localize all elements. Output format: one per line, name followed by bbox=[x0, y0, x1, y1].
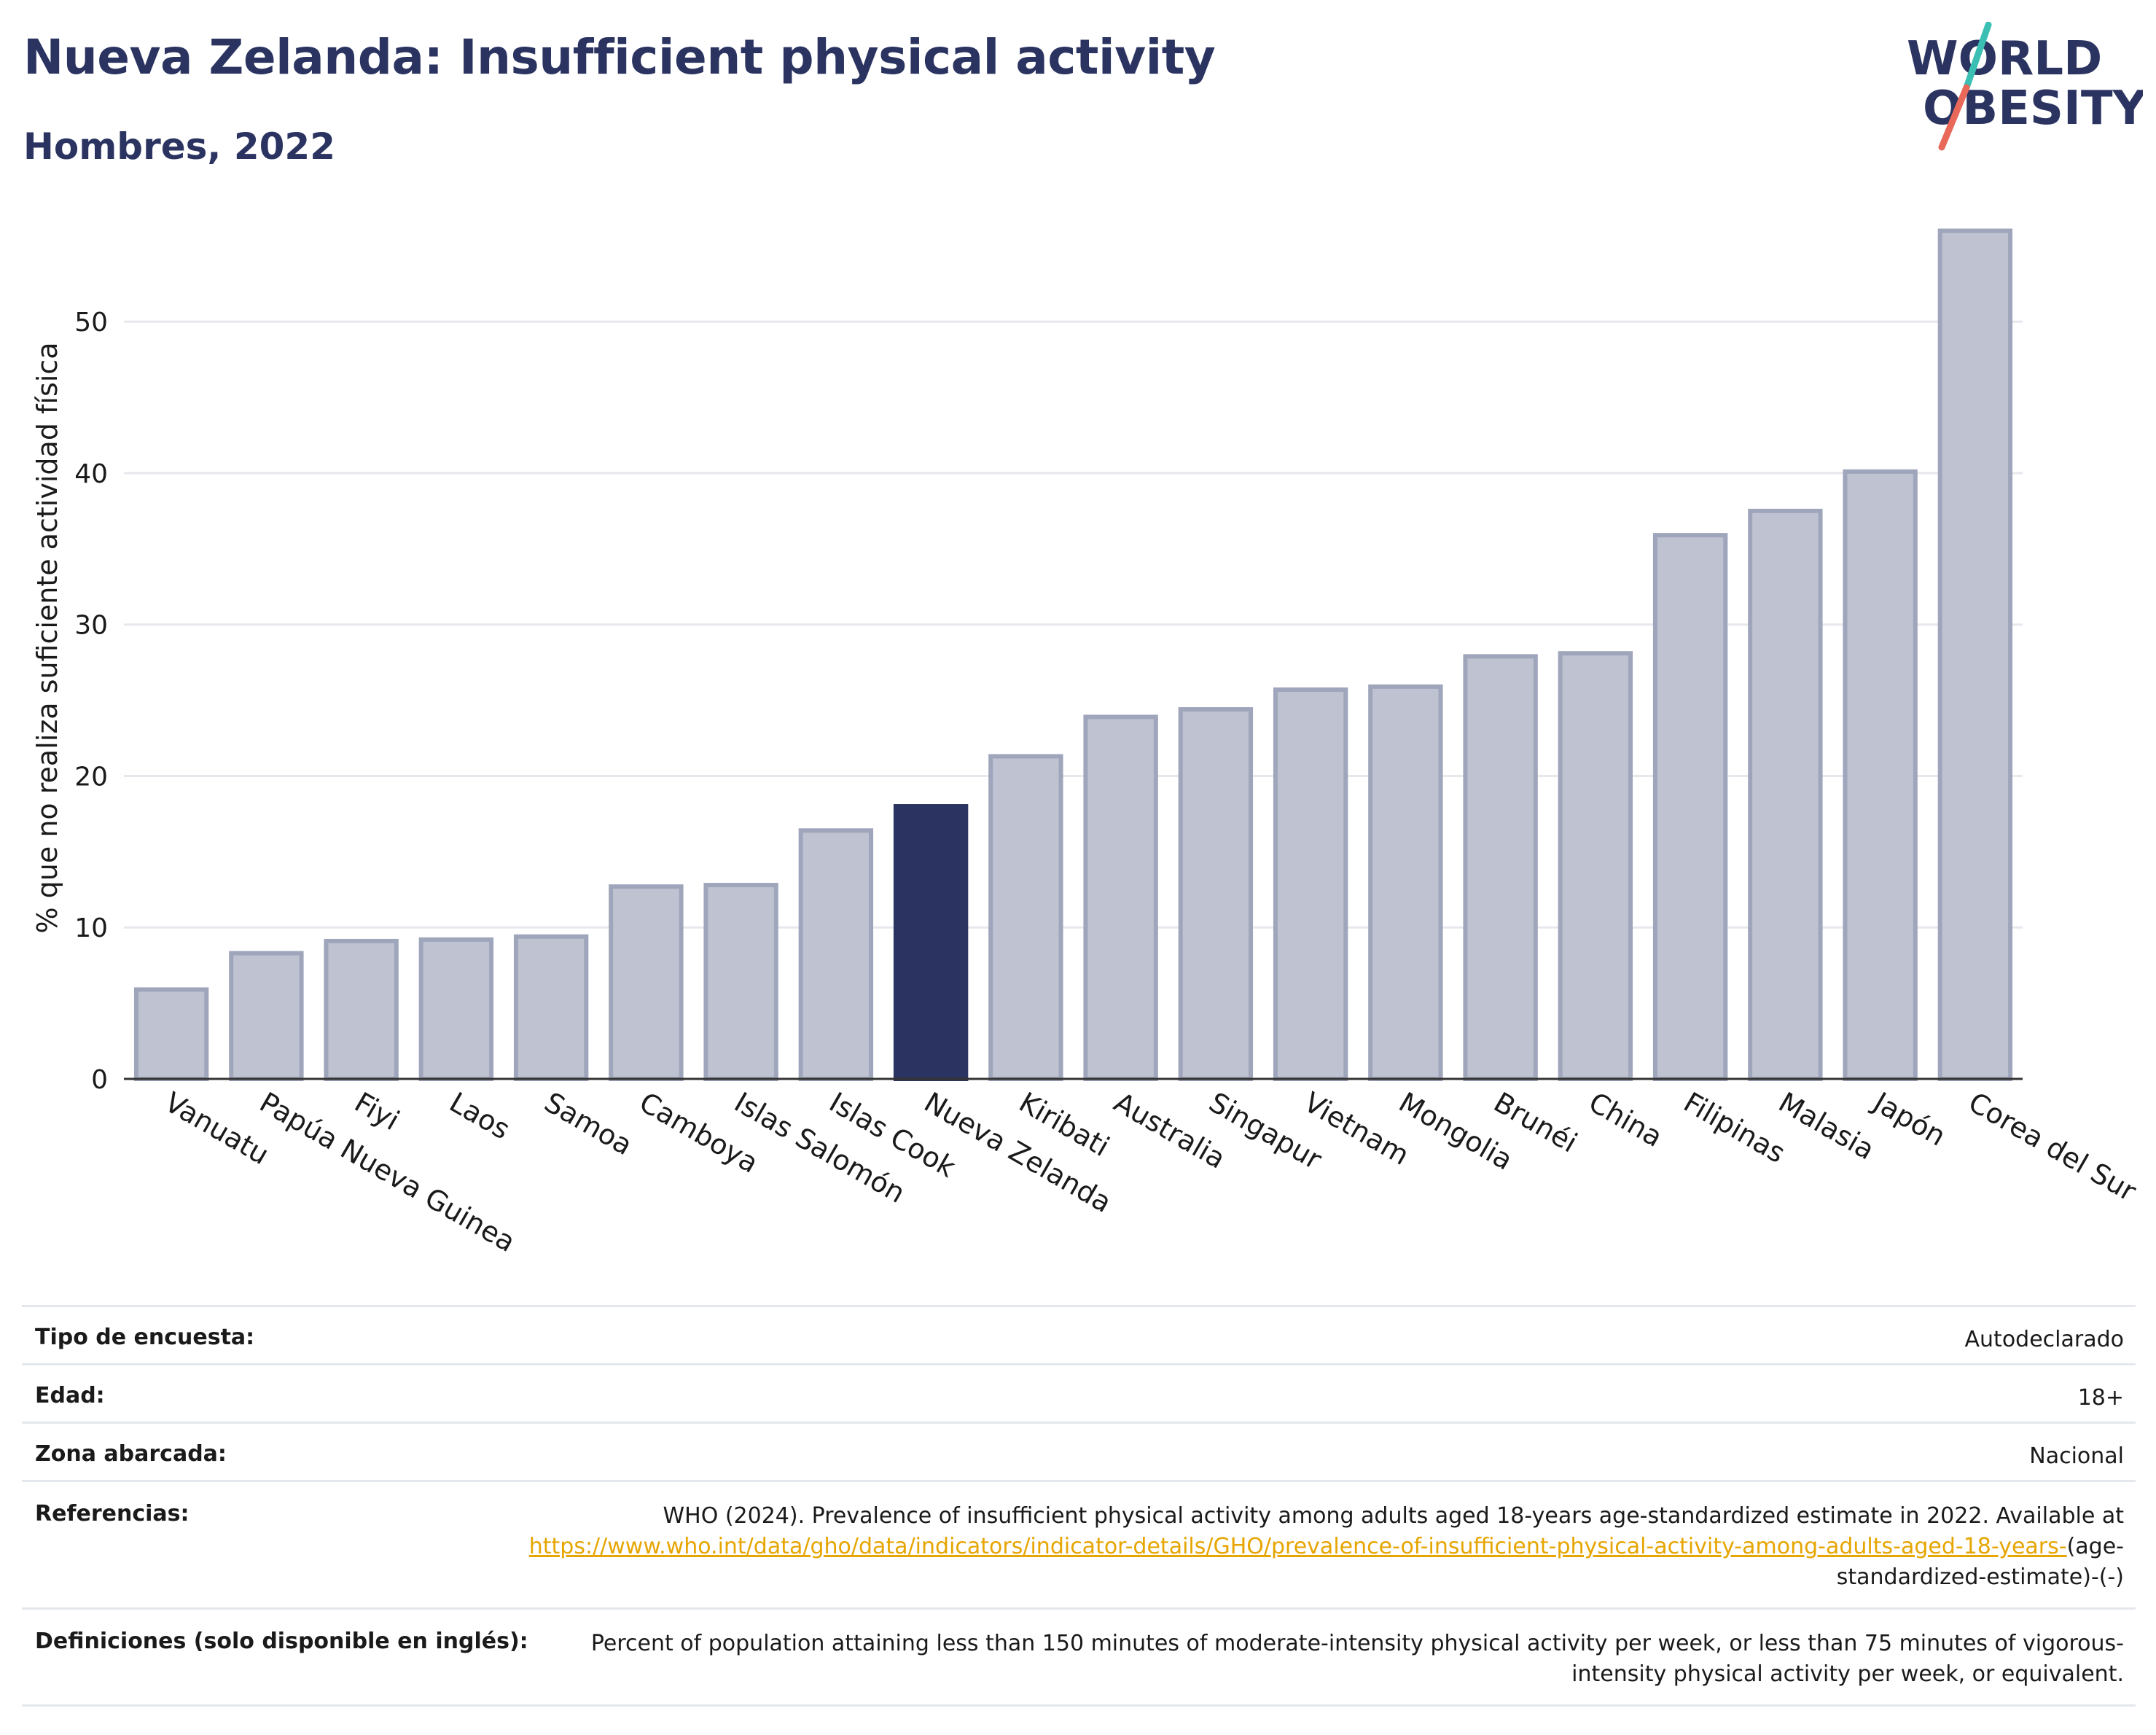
bar-laos bbox=[418, 937, 494, 1081]
bar-brunéi bbox=[1463, 654, 1538, 1081]
metadata-table: Tipo de encuesta: Autodeclarado Edad: 18… bbox=[22, 1305, 2136, 1707]
table-row: Zona abarcada: Nacional bbox=[22, 1422, 2136, 1481]
x-tick-label: Fiyi bbox=[349, 1086, 405, 1136]
bar-islas-salomón bbox=[703, 883, 778, 1081]
references-value: WHO (2024). Prevalence of insufficient p… bbox=[528, 1480, 2136, 1609]
references-suffix: (age-standardized-estimate)-(-) bbox=[1836, 1534, 2124, 1590]
definitions-label: Definiciones (solo disponible en inglés)… bbox=[22, 1607, 528, 1707]
x-tick-label: Laos bbox=[444, 1086, 515, 1146]
bar-papúa-nueva-guinea bbox=[229, 951, 304, 1081]
bar-samoa bbox=[513, 934, 589, 1082]
row-label: Edad: bbox=[22, 1363, 528, 1423]
chart-subtitle: Hombres, 2022 bbox=[23, 125, 335, 168]
x-tick-label: China bbox=[1583, 1086, 1668, 1153]
table-row-definitions: Definiciones (solo disponible en inglés)… bbox=[22, 1607, 2136, 1707]
references-link[interactable]: https://www.who.int/data/gho/data/indica… bbox=[528, 1534, 2067, 1559]
bars bbox=[124, 228, 2023, 1082]
y-tick-labels: 0 10 20 30 40 50 bbox=[74, 308, 108, 1095]
table-row: Tipo de encuesta: Autodeclarado bbox=[22, 1305, 2136, 1365]
x-tick-label: Samoa bbox=[539, 1086, 638, 1162]
row-label: Tipo de encuesta: bbox=[22, 1305, 528, 1365]
bar-filipinas bbox=[1652, 533, 1728, 1081]
y-tick-label: 50 bbox=[74, 308, 108, 338]
x-tick-label: Vanuatu bbox=[160, 1086, 275, 1171]
row-value: Autodeclarado bbox=[528, 1305, 2136, 1365]
bar-fiyi bbox=[324, 938, 399, 1082]
logo-slash-top bbox=[1963, 22, 1992, 91]
x-tick-label: Corea del Sur bbox=[1963, 1086, 2141, 1208]
bar-corea-del-sur bbox=[1937, 228, 2013, 1081]
references-label: Referencias: bbox=[22, 1480, 528, 1609]
bar-malasia bbox=[1748, 508, 1823, 1081]
y-tick-label: 30 bbox=[74, 611, 108, 641]
y-tick-label: 40 bbox=[74, 459, 108, 489]
logo-slash-bottom bbox=[1938, 84, 1970, 151]
bar-australia bbox=[1083, 714, 1158, 1081]
x-tick-label: Filipinas bbox=[1679, 1086, 1791, 1169]
references-text: WHO (2024). Prevalence of insufficient p… bbox=[663, 1503, 2124, 1529]
row-label: Zona abarcada: bbox=[22, 1422, 528, 1481]
row-value: Nacional bbox=[528, 1422, 2136, 1481]
y-tick-label: 0 bbox=[91, 1065, 108, 1095]
bar-kiribati bbox=[988, 754, 1063, 1081]
logo-line1: WORLD bbox=[1907, 32, 2102, 86]
bar-japón bbox=[1843, 469, 1918, 1081]
x-tick-label: Malasia bbox=[1773, 1086, 1880, 1166]
bar-camboya bbox=[609, 884, 684, 1082]
world-obesity-logo: WORLD OBESITY bbox=[1907, 22, 2143, 151]
table-row-references: Referencias: WHO (2024). Prevalence of i… bbox=[22, 1480, 2136, 1609]
bar-singapur bbox=[1178, 707, 1254, 1081]
bar-nueva-zelanda bbox=[893, 804, 969, 1081]
y-tick-label: 10 bbox=[74, 913, 108, 943]
bar-mongolia bbox=[1368, 684, 1443, 1081]
x-tick-label: Japón bbox=[1867, 1085, 1950, 1153]
chart-title: Nueva Zelanda: Insufficient physical act… bbox=[23, 29, 1216, 85]
row-value: 18+ bbox=[528, 1363, 2136, 1423]
y-axis-label: % que no realiza suficiente actividad fí… bbox=[31, 343, 63, 934]
definitions-value: Percent of population attaining less tha… bbox=[528, 1607, 2136, 1707]
bar-islas-cook bbox=[798, 828, 874, 1082]
bar-vanuatu bbox=[133, 987, 209, 1081]
y-tick-label: 20 bbox=[74, 762, 108, 792]
bar-vietnam bbox=[1273, 687, 1348, 1081]
grid-lines bbox=[124, 320, 2023, 929]
bar-china bbox=[1558, 651, 1633, 1081]
table-row: Edad: 18+ bbox=[22, 1363, 2136, 1423]
